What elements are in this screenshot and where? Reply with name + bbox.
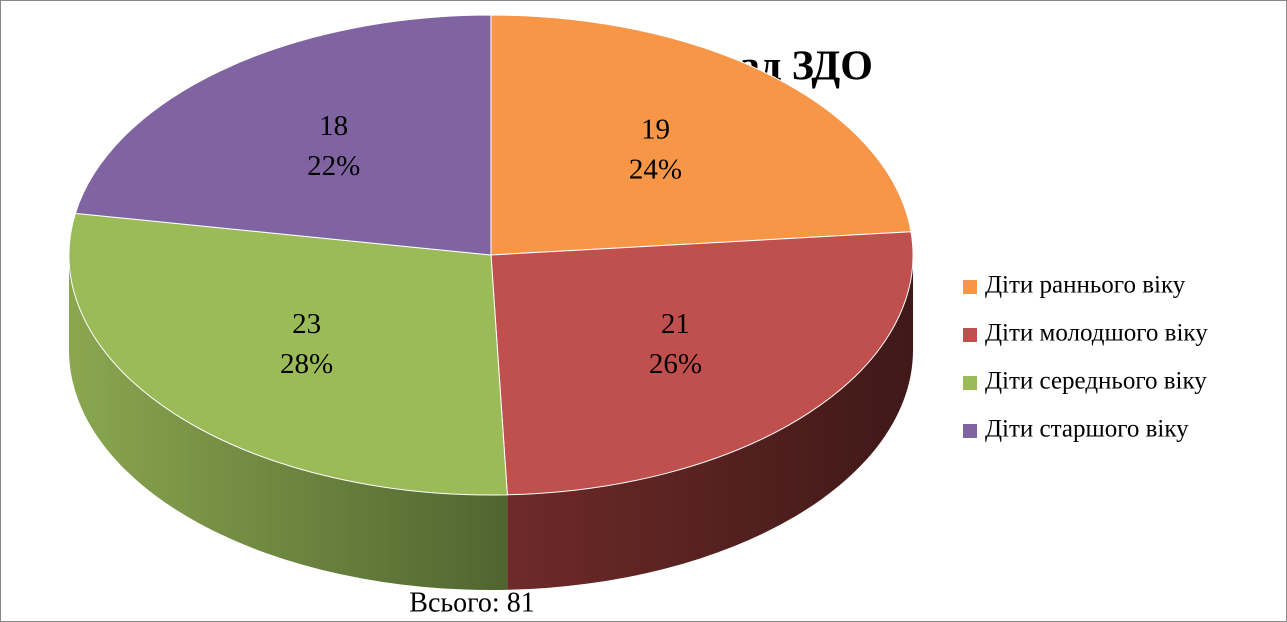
legend-label: Діти молодшого віку [985, 320, 1208, 347]
annotation: Всього: 81 [409, 587, 534, 618]
legend-label: Діти раннього віку [985, 272, 1186, 299]
legend-swatch [963, 328, 977, 342]
data-label: 18 [319, 110, 348, 142]
data-label: 21 [661, 308, 690, 340]
slice-side [69, 255, 508, 590]
slice-side [507, 255, 913, 590]
legend-swatch [963, 280, 977, 294]
data-label-percent: 24% [629, 154, 682, 186]
legend-label: Діти середнього віку [985, 368, 1207, 395]
slice [490, 14, 912, 256]
data-label: 19 [641, 114, 670, 146]
data-label-percent: 22% [307, 150, 360, 182]
legend-swatch [963, 376, 977, 390]
data-label-percent: 26% [649, 348, 702, 380]
slice [490, 231, 914, 496]
legend-swatch [963, 424, 977, 438]
legend-label: Діти старшого віку [985, 416, 1189, 443]
slice [74, 14, 492, 256]
data-label-percent: 28% [280, 348, 333, 380]
data-label: 23 [292, 308, 321, 340]
slice [68, 212, 508, 496]
